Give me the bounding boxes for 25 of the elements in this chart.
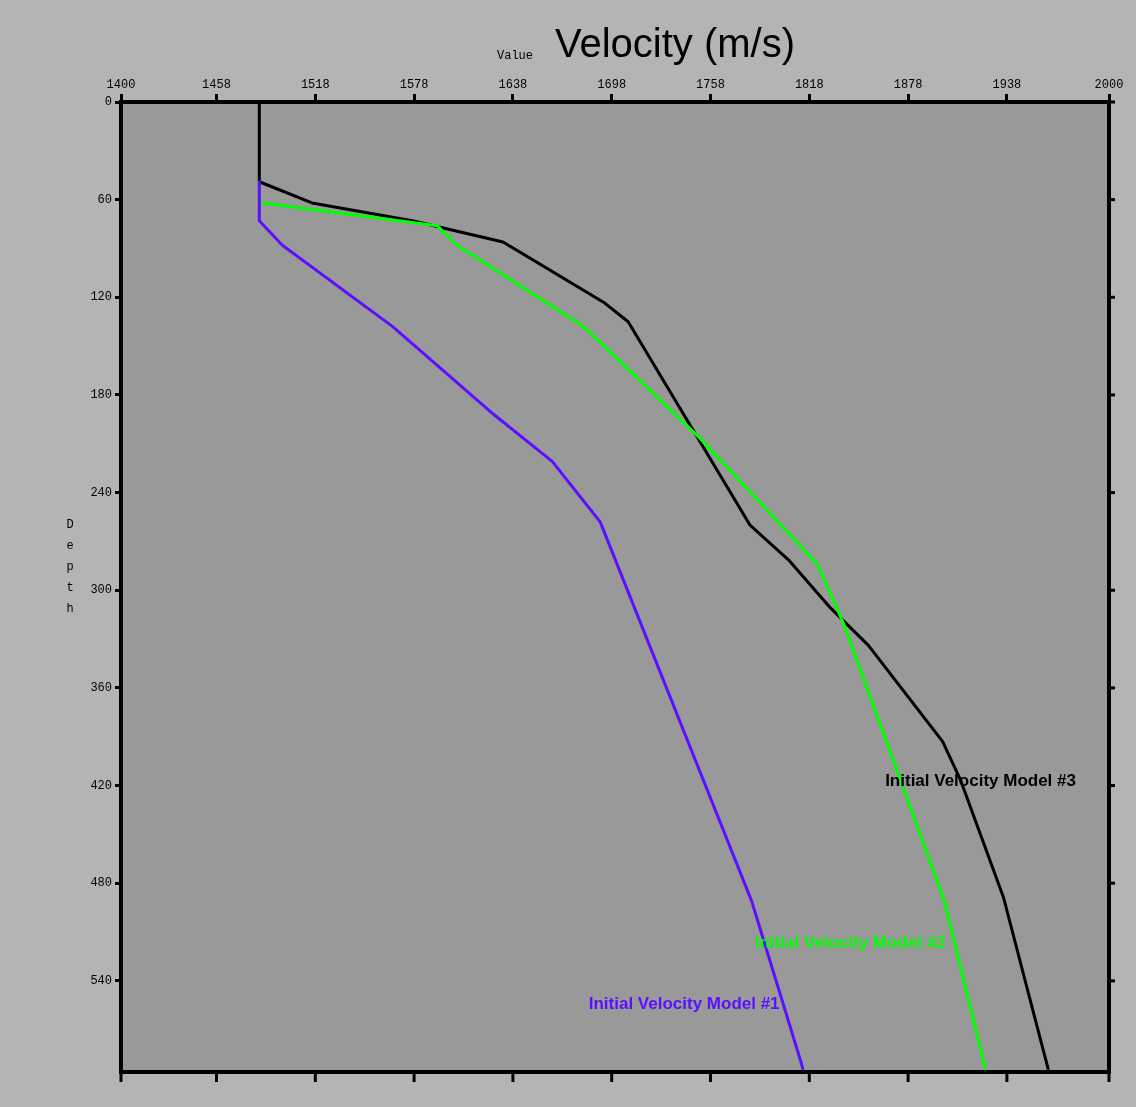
x-tick-label: 2000: [1094, 77, 1124, 92]
x-tick-label: 1758: [696, 77, 725, 92]
series-label: Initial Velocity Model #1: [588, 993, 780, 1013]
y-tick-label: 480: [90, 876, 112, 891]
y-axis-title: Depth: [66, 518, 74, 617]
y-tick-label: 60: [97, 192, 112, 207]
y-tick-label: 240: [90, 485, 112, 500]
x-tick-label: 1818: [794, 77, 824, 92]
y-tick-label: 120: [90, 290, 112, 305]
y-tick-label: 180: [90, 388, 112, 403]
y-tick-label: 360: [90, 681, 112, 696]
x-tick-label: 1518: [300, 77, 330, 92]
x-axis-title: Value: [496, 49, 534, 64]
chart-title: Velocity (m/s): [554, 21, 796, 66]
y-tick-label: 300: [90, 583, 112, 598]
y-tick-label: 420: [90, 778, 112, 793]
y-tick-label: 540: [90, 974, 112, 989]
x-tick-label: 1638: [498, 77, 528, 92]
x-tick-label: 1698: [597, 77, 627, 92]
x-tick-label: 1578: [399, 77, 429, 92]
x-tick-label: 1878: [893, 77, 923, 92]
y-tick-label: 0: [104, 95, 112, 110]
x-tick-label: 1458: [202, 77, 231, 92]
x-tick-label: 1938: [992, 77, 1022, 92]
x-tick-label: 1400: [106, 77, 136, 92]
